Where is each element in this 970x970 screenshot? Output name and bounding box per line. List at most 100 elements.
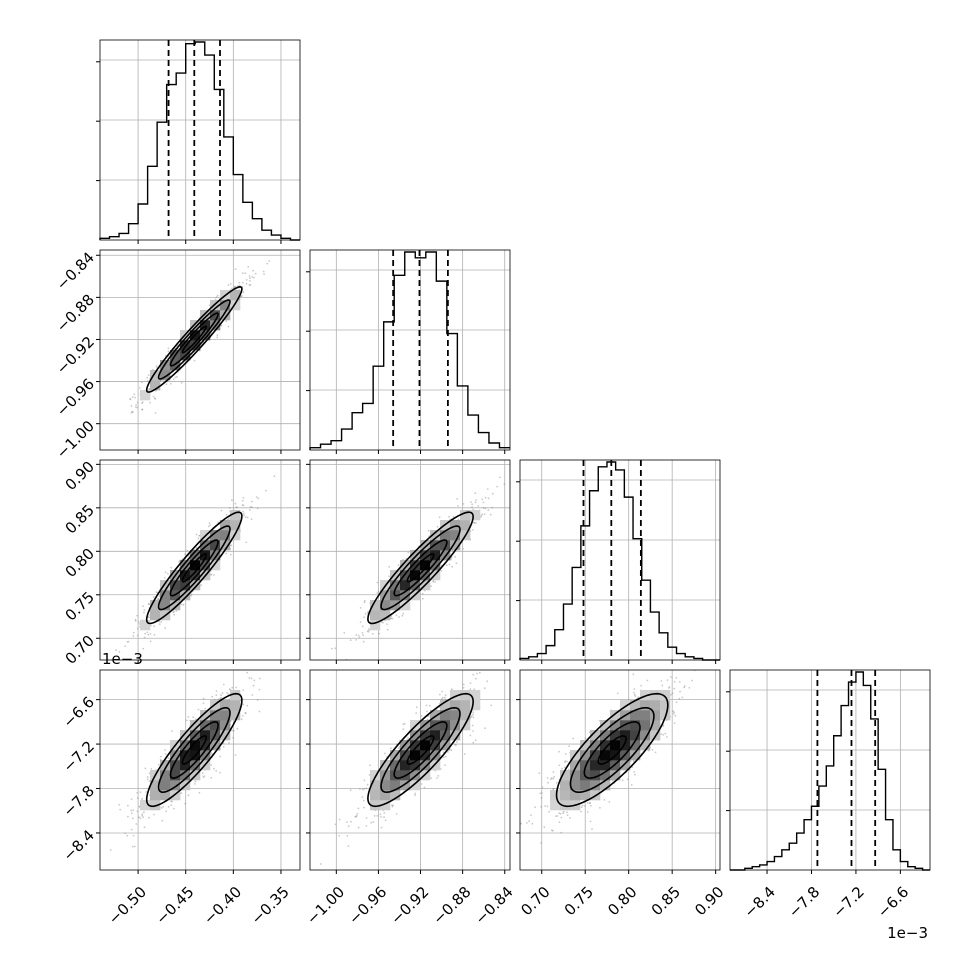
scatter-point xyxy=(430,585,432,588)
scatter-point xyxy=(164,627,167,629)
scatter-point xyxy=(561,767,563,770)
density-cell xyxy=(200,740,211,751)
scatter-point xyxy=(131,410,134,413)
scatter-point xyxy=(484,496,487,499)
density-cell xyxy=(200,730,211,741)
panel-3-1-frame xyxy=(309,669,511,871)
density-cell xyxy=(600,740,611,751)
density-cell xyxy=(620,740,631,751)
scatter-point xyxy=(540,796,543,799)
density-cell xyxy=(640,690,651,701)
scatter-point xyxy=(366,630,369,633)
scatter-point xyxy=(566,811,568,814)
scatter-point xyxy=(244,712,247,715)
density-cell xyxy=(160,590,171,601)
hist-3-frame xyxy=(729,669,931,871)
scatter-point xyxy=(380,816,382,818)
scatter-point xyxy=(242,512,245,515)
scatter-point xyxy=(691,679,693,682)
scatter-point xyxy=(225,552,228,555)
hist-panel-1 xyxy=(306,249,511,454)
scatter-point xyxy=(441,698,443,700)
scatter-point xyxy=(520,445,522,447)
scatter-point xyxy=(132,411,134,413)
scatter-point xyxy=(149,401,152,404)
y-tick-label-p1-1: −0.96 xyxy=(53,375,98,420)
scatter-point xyxy=(130,412,133,414)
scatter-point xyxy=(443,756,445,759)
y-tick-label-p2-3: 0.85 xyxy=(62,501,98,537)
density-cell xyxy=(160,600,171,611)
density-cell xyxy=(220,530,231,541)
scatter-point xyxy=(603,799,606,801)
scatter-point xyxy=(231,686,234,689)
scatter-point xyxy=(390,747,392,750)
density-cell xyxy=(220,720,231,731)
scatter-point xyxy=(472,741,475,744)
panel-2-1-contours xyxy=(367,511,474,625)
density-cell xyxy=(410,750,421,761)
density-cell xyxy=(420,730,431,741)
scatter-point xyxy=(584,737,587,740)
contour-level-2 xyxy=(157,299,231,380)
scatter-point xyxy=(228,517,230,520)
scatter-point xyxy=(180,792,183,794)
scatter-point xyxy=(486,680,489,683)
scatter-point xyxy=(633,771,636,773)
scatter-point xyxy=(470,501,472,503)
density-cell xyxy=(430,550,441,561)
scatter-point xyxy=(415,712,418,715)
density-cell xyxy=(640,720,651,731)
scatter-point xyxy=(136,614,139,617)
scatter-point xyxy=(563,766,566,769)
x-tick-label-p2-0: 0.70 xyxy=(517,883,553,919)
scatter-point xyxy=(426,710,428,713)
scatter-point xyxy=(531,822,534,825)
scatter-point xyxy=(239,296,242,298)
scatter-point xyxy=(589,820,592,823)
scatter-point xyxy=(455,562,458,565)
scatter-point xyxy=(566,814,569,816)
scatter-point xyxy=(666,679,669,681)
scatter-point xyxy=(402,612,405,615)
contour-level-3 xyxy=(555,692,669,808)
panel-1-0 xyxy=(96,249,301,454)
scatter-point xyxy=(236,506,239,508)
scatter-point xyxy=(334,647,337,650)
density-cell xyxy=(200,310,211,321)
scatter-point xyxy=(216,334,219,337)
scatter-point xyxy=(253,276,255,279)
scatter-point xyxy=(134,620,137,622)
scatter-point xyxy=(254,272,257,275)
scatter-point xyxy=(147,602,150,605)
scatter-point xyxy=(422,597,424,600)
panel-2-0-frame xyxy=(99,459,301,661)
scatter-point xyxy=(141,814,144,817)
scatter-point xyxy=(230,719,232,722)
density-cell xyxy=(430,560,441,571)
scatter-point xyxy=(220,696,222,699)
density-cell xyxy=(410,550,421,561)
scatter-point xyxy=(226,692,229,694)
density-cell xyxy=(390,570,401,581)
scatter-point xyxy=(130,828,133,831)
scatter-point xyxy=(266,262,269,265)
scatter-point xyxy=(134,406,137,408)
scatter-point xyxy=(368,774,371,776)
scatter-point xyxy=(480,516,482,518)
contour-level-1 xyxy=(583,721,641,779)
scatter-point xyxy=(210,752,213,754)
y-tick-label-p2-0: 0.70 xyxy=(62,632,98,668)
scatter-point xyxy=(137,621,140,623)
scatter-point xyxy=(167,757,170,759)
x-tick-label-p0-3: −0.35 xyxy=(248,883,293,928)
scatter-point xyxy=(673,687,676,690)
scatter-point xyxy=(334,823,337,826)
scatter-point xyxy=(441,696,444,699)
scatter-point xyxy=(483,687,486,690)
scatter-point xyxy=(248,677,251,679)
density-cell xyxy=(430,730,441,741)
hist-2-steps xyxy=(519,461,720,661)
scatter-point xyxy=(146,778,149,781)
contour-level-1 xyxy=(169,539,219,597)
